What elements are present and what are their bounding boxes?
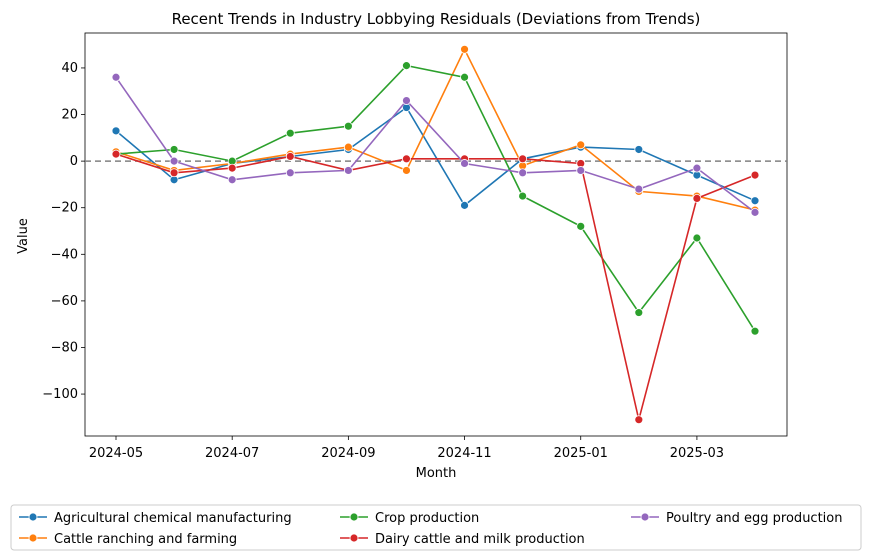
- data-point: [634, 184, 644, 194]
- series-1: [111, 44, 760, 215]
- series-line: [115, 64, 756, 332]
- legend-item: Dairy cattle and milk production: [340, 532, 585, 547]
- x-tick-label: 2024-07: [205, 446, 259, 461]
- legend-marker: [28, 512, 38, 522]
- data-point: [750, 196, 760, 206]
- plot-area: [84, 32, 788, 437]
- legend-label: Poultry and egg production: [666, 511, 842, 526]
- y-tick-label: −80: [51, 340, 78, 355]
- data-point: [402, 166, 411, 175]
- x-tick-label: 2024-11: [437, 446, 491, 461]
- x-axis-label: Month: [416, 466, 457, 481]
- series-line: [115, 47, 756, 211]
- data-point: [750, 326, 760, 336]
- data-point: [576, 221, 586, 231]
- y-tick-label: 20: [61, 108, 78, 123]
- series-4: [111, 72, 760, 217]
- legend-label: Dairy cattle and milk production: [375, 532, 585, 547]
- data-point: [169, 145, 179, 154]
- series-line: [115, 76, 756, 214]
- series-line: [115, 106, 756, 207]
- y-tick-label: 40: [61, 61, 78, 76]
- data-point: [460, 44, 469, 54]
- series-3: [111, 149, 760, 425]
- x-tick-label: 2025-03: [670, 446, 724, 461]
- legend-marker: [349, 533, 359, 543]
- data-point: [402, 96, 411, 105]
- legend-item: Crop production: [340, 511, 479, 526]
- data-point: [402, 61, 411, 71]
- data-point: [518, 168, 528, 178]
- data-point: [169, 168, 179, 178]
- data-point: [111, 72, 121, 82]
- chart-title: Recent Trends in Industry Lobbying Resid…: [172, 10, 701, 28]
- data-point: [169, 156, 179, 166]
- y-tick-label: 0: [70, 154, 78, 169]
- legend-marker: [28, 533, 38, 543]
- y-tick-label: −60: [51, 294, 78, 309]
- legend-item: Cattle ranching and farming: [19, 532, 237, 547]
- x-tick-label: 2024-09: [321, 446, 375, 461]
- series-line: [115, 153, 756, 420]
- data-point: [460, 72, 469, 82]
- legend: Agricultural chemical manufacturing Cattl…: [10, 504, 862, 551]
- data-point: [285, 168, 295, 178]
- data-point: [518, 154, 528, 164]
- data-point: [518, 191, 528, 201]
- data-point: [576, 140, 586, 150]
- data-point: [692, 163, 702, 173]
- legend-item: Poultry and egg production: [631, 511, 842, 526]
- data-point: [634, 415, 644, 425]
- data-point: [285, 152, 295, 161]
- data-point: [634, 308, 644, 317]
- data-point: [285, 128, 295, 138]
- data-point: [750, 207, 760, 217]
- data-point: [750, 170, 760, 180]
- data-point: [460, 159, 469, 168]
- data-point: [402, 154, 411, 164]
- legend-marker: [349, 512, 359, 522]
- data-point: [343, 166, 353, 175]
- data-point: [343, 121, 353, 131]
- data-point: [692, 233, 702, 243]
- y-axis-label: Value: [16, 218, 31, 254]
- legend-label: Crop production: [375, 511, 479, 526]
- data-point: [634, 145, 644, 154]
- y-tick-label: −20: [51, 201, 78, 216]
- y-tick-label: −40: [51, 247, 78, 262]
- legend-item: Agricultural chemical manufacturing: [19, 511, 292, 526]
- data-point: [692, 193, 702, 203]
- data-point: [111, 126, 121, 136]
- legend-marker: [640, 512, 650, 522]
- legend-label: Cattle ranching and farming: [54, 532, 237, 547]
- data-point: [227, 163, 237, 173]
- x-tick-label: 2025-01: [554, 446, 608, 461]
- data-point: [343, 142, 353, 152]
- data-point: [111, 149, 121, 159]
- x-tick-label: 2024-05: [89, 446, 143, 461]
- data-point: [460, 200, 469, 210]
- data-point: [227, 175, 237, 185]
- y-tick-label: −100: [42, 387, 78, 402]
- series-2: [111, 61, 760, 336]
- data-point: [576, 166, 586, 175]
- legend-label: Agricultural chemical manufacturing: [54, 511, 292, 526]
